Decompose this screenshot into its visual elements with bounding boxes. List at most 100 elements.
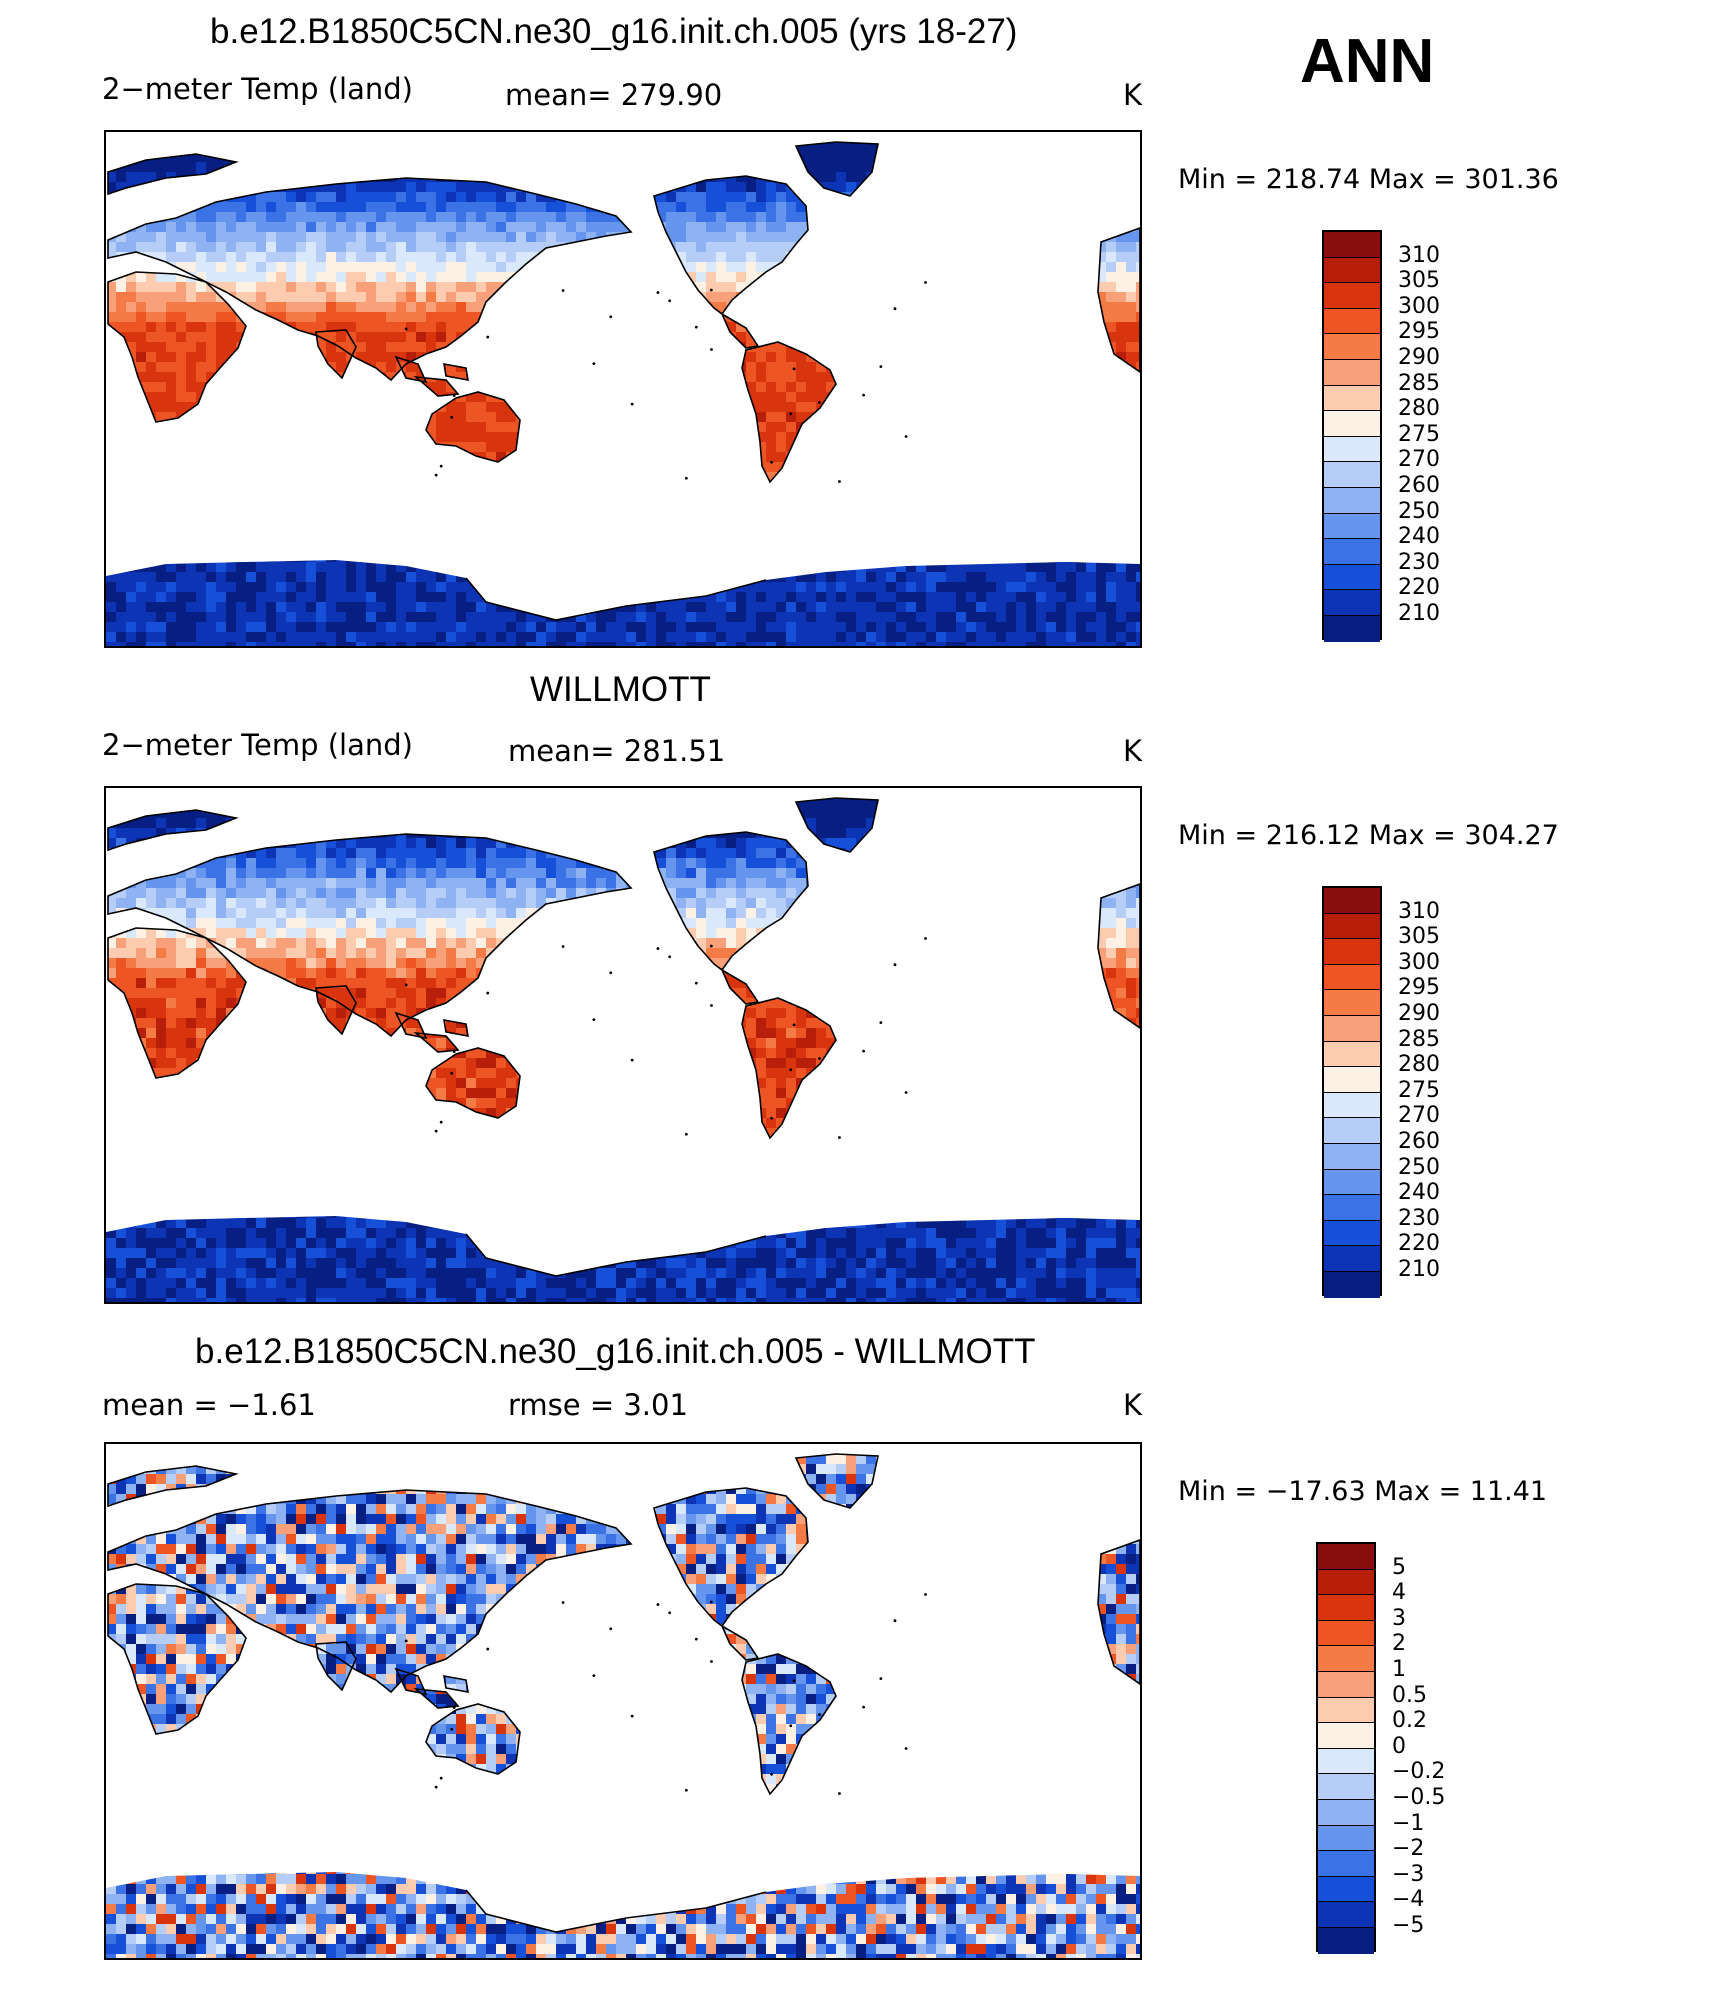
coastline-path bbox=[107, 1583, 247, 1735]
coastline-path bbox=[741, 997, 837, 1140]
island-dot bbox=[789, 1724, 793, 1728]
colorbar-swatch bbox=[1324, 888, 1380, 914]
panel1-colorbar: 310 305 300 295 290 285 280 275 270 260 250 240 230 2… bbox=[1322, 230, 1462, 642]
island-dot bbox=[684, 1132, 688, 1136]
coastline-path bbox=[653, 1487, 809, 1628]
island-dot bbox=[924, 937, 927, 940]
colorbar-tick-label: 0.2 bbox=[1392, 1708, 1427, 1734]
island-dot bbox=[684, 476, 688, 480]
colorbar-swatch bbox=[1324, 283, 1380, 309]
season-label: ANN bbox=[1300, 27, 1435, 96]
coastline-path bbox=[794, 797, 879, 853]
panel3-units-label: K bbox=[1123, 1388, 1143, 1422]
colorbar-swatch bbox=[1324, 1015, 1380, 1042]
panel2-mean-label: mean= 281.51 bbox=[508, 734, 726, 768]
colorbar-swatch bbox=[1318, 1902, 1374, 1928]
colorbar-swatch bbox=[1324, 411, 1380, 437]
colorbar-swatch bbox=[1318, 1620, 1374, 1647]
island-dot bbox=[904, 1747, 908, 1750]
coastline-path bbox=[315, 985, 357, 1036]
island-dot bbox=[561, 289, 565, 292]
colorbar-tick-label: 280 bbox=[1398, 396, 1440, 422]
island-dot bbox=[592, 362, 596, 366]
island-dot bbox=[893, 307, 897, 311]
island-dot bbox=[862, 393, 865, 397]
island-dot bbox=[404, 1639, 408, 1643]
island-dot bbox=[668, 955, 672, 959]
island-dot bbox=[838, 1792, 841, 1795]
colorbar-swatch bbox=[1324, 1271, 1380, 1298]
coastline-path bbox=[741, 1653, 837, 1796]
island-dot bbox=[630, 1714, 634, 1718]
island-dot bbox=[452, 394, 456, 397]
island-dot bbox=[668, 299, 672, 303]
coastline-path bbox=[107, 153, 239, 196]
colorbar-tick-label: 2 bbox=[1392, 1631, 1406, 1657]
colorbar-tick-label: 275 bbox=[1398, 1077, 1440, 1103]
colorbar-tick-label: 300 bbox=[1398, 949, 1440, 975]
island-dot bbox=[450, 1071, 454, 1075]
island-dot bbox=[709, 944, 713, 948]
island-dot bbox=[434, 1129, 438, 1133]
coastline-path bbox=[315, 329, 357, 380]
island-dot bbox=[656, 1603, 660, 1606]
coastline-path bbox=[1097, 883, 1140, 1029]
island-dot bbox=[792, 1023, 796, 1027]
panel1-minmax-label: Min = 218.74 Max = 301.36 bbox=[1178, 164, 1559, 195]
colorbar-tick-label: −1 bbox=[1392, 1810, 1425, 1836]
colorbar-swatches bbox=[1322, 886, 1382, 1298]
colorbar-swatch bbox=[1324, 1143, 1380, 1170]
coastline-path bbox=[425, 1703, 521, 1775]
colorbar-tick-label: 275 bbox=[1398, 421, 1440, 447]
colorbar-tick-label: −3 bbox=[1392, 1861, 1425, 1887]
island-dot bbox=[630, 402, 634, 406]
coastline-path bbox=[720, 968, 760, 1005]
island-dot bbox=[789, 412, 793, 416]
colorbar-tick-label: 0.5 bbox=[1392, 1682, 1427, 1708]
colorbar-tick-label: 310 bbox=[1398, 898, 1440, 924]
colorbar-tick-label: 295 bbox=[1398, 975, 1440, 1001]
coastline-path bbox=[1097, 1539, 1140, 1685]
panel3-mean-label: mean = −1.61 bbox=[102, 1388, 316, 1422]
colorbar-tick-label: 285 bbox=[1398, 1026, 1440, 1052]
island-dot bbox=[879, 1021, 883, 1025]
coastline-path bbox=[107, 1489, 633, 1694]
panel2-minmax-label: Min = 216.12 Max = 304.27 bbox=[1178, 820, 1559, 851]
colorbar-swatch bbox=[1324, 1118, 1380, 1144]
island-dot bbox=[893, 1619, 897, 1623]
colorbar-swatch bbox=[1318, 1774, 1374, 1800]
coastline-path bbox=[720, 1624, 760, 1661]
colorbar-swatches bbox=[1322, 230, 1382, 642]
panel2-map bbox=[104, 786, 1142, 1304]
island-dot bbox=[710, 1004, 713, 1007]
island-dot bbox=[770, 1116, 774, 1120]
island-dot bbox=[486, 991, 490, 995]
colorbar-swatch bbox=[1324, 615, 1380, 642]
colorbar-swatch bbox=[1318, 1671, 1374, 1698]
panel1-title: b.e12.B1850C5CN.ne30_g16.init.ch.005 (yr… bbox=[210, 12, 1018, 51]
island-dot bbox=[486, 335, 490, 339]
land-field bbox=[106, 142, 1140, 646]
island-dot bbox=[710, 348, 713, 351]
colorbar-swatch bbox=[1324, 513, 1380, 540]
colorbar-swatch bbox=[1324, 913, 1380, 940]
island-dot bbox=[609, 971, 613, 975]
panel1-map bbox=[104, 130, 1142, 648]
island-dot bbox=[439, 464, 443, 468]
coastline-path bbox=[465, 1233, 767, 1277]
island-dot bbox=[656, 947, 660, 950]
coastline-path bbox=[720, 312, 760, 349]
land-field bbox=[106, 798, 1140, 1302]
coastline-path bbox=[394, 355, 469, 397]
colorbar-swatch bbox=[1324, 539, 1380, 565]
coastline-path bbox=[794, 1453, 879, 1509]
colorbar-swatch bbox=[1318, 1825, 1374, 1852]
colorbar-tick-label: 260 bbox=[1398, 1129, 1440, 1154]
island-dot bbox=[486, 1647, 490, 1651]
panel2-title: WILLMOTT bbox=[530, 670, 711, 709]
colorbar-swatch bbox=[1324, 436, 1380, 463]
colorbar-tick-label: 1 bbox=[1392, 1657, 1406, 1682]
colorbar-tick-label: 295 bbox=[1398, 319, 1440, 345]
colorbar-swatch bbox=[1318, 1595, 1374, 1621]
island-dot bbox=[893, 963, 897, 967]
